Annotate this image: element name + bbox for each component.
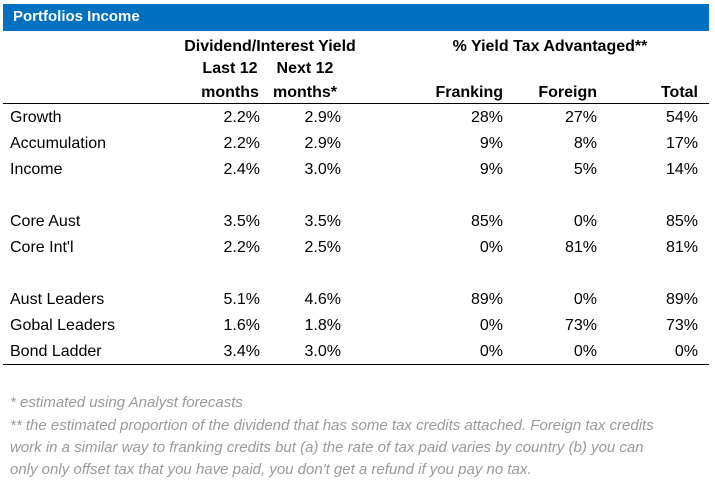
title-bar: Portfolios Income (3, 4, 709, 31)
cell-foreign: 0% (573, 213, 597, 230)
cell-total: 17% (665, 135, 698, 152)
cell-total: 89% (665, 291, 698, 308)
cell-franking: 9% (479, 161, 503, 178)
cell-franking: 0% (479, 343, 503, 360)
cell-total: 54% (665, 109, 698, 126)
cell-foreign: 0% (573, 291, 597, 308)
cell-next12: 2.9% (304, 109, 341, 126)
footnote-tax-line2: work in a similar way to franking credit… (10, 439, 644, 456)
header-total: Total (660, 84, 698, 101)
cell-last12: 1.6% (223, 317, 260, 334)
row-name: Core Aust (10, 213, 81, 230)
header-franking: Franking (435, 84, 503, 101)
header-tax-group: % Yield Tax Advantaged** (452, 38, 648, 55)
cell-total: 81% (665, 239, 698, 256)
cell-foreign: 27% (564, 109, 597, 126)
cell-next12: 2.9% (304, 135, 341, 152)
row-name: Bond Ladder (10, 343, 102, 360)
cell-total: 14% (665, 161, 698, 178)
cell-last12: 2.4% (223, 161, 260, 178)
cell-franking: 0% (479, 239, 503, 256)
cell-last12: 3.5% (223, 213, 260, 230)
row-name: Gobal Leaders (10, 317, 115, 334)
page-title: Portfolios Income (13, 8, 140, 25)
header-next12-line1: Next 12 (276, 60, 334, 77)
footnote-tax-line1: ** the estimated proportion of the divid… (10, 417, 654, 434)
cell-franking: 0% (479, 317, 503, 334)
cell-foreign: 8% (573, 135, 597, 152)
row-name: Core Int'l (10, 239, 74, 256)
cell-foreign: 81% (564, 239, 597, 256)
row-name: Aust Leaders (10, 291, 105, 308)
cell-franking: 9% (479, 135, 503, 152)
header-foreign: Foreign (538, 84, 597, 101)
footnote-analyst: * estimated using Analyst forecasts (10, 394, 243, 411)
cell-foreign: 73% (564, 317, 597, 334)
cell-total: 0% (674, 343, 698, 360)
row-name: Accumulation (10, 135, 107, 152)
header-last12-line2: months (201, 84, 259, 101)
cell-next12: 3.0% (304, 343, 341, 360)
cell-foreign: 0% (573, 343, 597, 360)
header-last12-line1: Last 12 (202, 60, 258, 77)
cell-last12: 2.2% (223, 135, 260, 152)
row-name: Growth (10, 109, 62, 126)
header-next12-line2: months* (273, 84, 337, 101)
cell-last12: 2.2% (223, 109, 260, 126)
cell-last12: 3.4% (223, 343, 260, 360)
cell-franking: 89% (470, 291, 503, 308)
row-name: Income (10, 161, 63, 178)
table-bottom-divider (3, 364, 709, 365)
cell-franking: 28% (470, 109, 503, 126)
header-divider (3, 103, 709, 104)
cell-franking: 85% (470, 213, 503, 230)
cell-last12: 5.1% (223, 291, 260, 308)
cell-next12: 1.8% (304, 317, 341, 334)
cell-next12: 2.5% (304, 239, 341, 256)
cell-foreign: 5% (573, 161, 597, 178)
cell-next12: 3.0% (304, 161, 341, 178)
cell-last12: 2.2% (223, 239, 260, 256)
cell-next12: 4.6% (304, 291, 341, 308)
cell-next12: 3.5% (304, 213, 341, 230)
cell-total: 85% (665, 213, 698, 230)
footnote-tax-line3: only only offset tax that you have paid,… (10, 461, 532, 478)
header-yield-group: Dividend/Interest Yield (184, 38, 356, 55)
cell-total: 73% (665, 317, 698, 334)
